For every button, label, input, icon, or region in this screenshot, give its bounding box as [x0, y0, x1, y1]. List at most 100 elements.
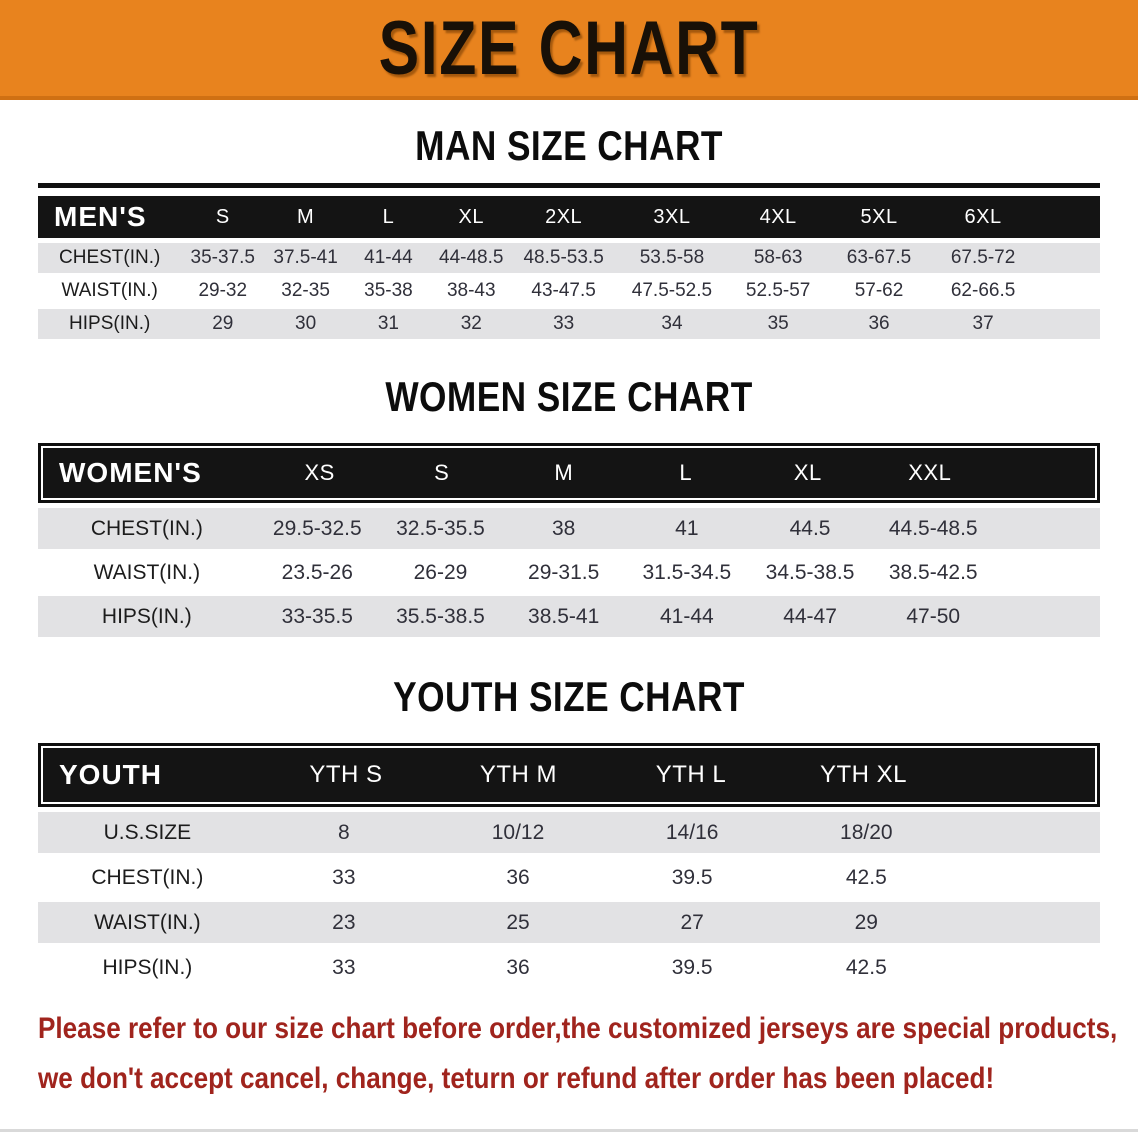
size-value-cell: 23.5-26 — [281, 560, 353, 584]
size-value-cell: 35-38 — [364, 280, 413, 301]
table-row: HIPS(IN.) 29 30 31 32 33 34 35 36 37 — [38, 309, 1100, 339]
size-column-header: M — [554, 460, 574, 485]
banner: SIZE CHART — [0, 0, 1138, 100]
men-section-title: MAN SIZE CHART — [415, 122, 723, 169]
size-column-header: L — [382, 205, 395, 228]
disclaimer-line-2: we don't accept cancel, change, teturn o… — [38, 1062, 995, 1095]
size-value-cell: 32.5-35.5 — [396, 516, 485, 540]
page-title: SIZE CHART — [378, 5, 760, 91]
size-chart-page: SIZE CHART MAN SIZE CHART MEN'S S M L XL 2XL 3… — [0, 0, 1138, 1095]
table-row: CHEST(IN.) 35-37.5 37.5-41 41-44 44-48.5 48.5… — [38, 243, 1100, 273]
table-row: HIPS(IN.) 33-35.5 35.5-38.5 38.5-41 41-44 44-… — [38, 596, 1100, 637]
size-value-cell: 34 — [661, 313, 683, 334]
size-value-cell: 47-50 — [906, 604, 961, 628]
size-value-cell: 14/16 — [665, 820, 719, 844]
size-value-cell: 52.5-57 — [745, 280, 811, 301]
size-value-cell: 38.5-42.5 — [888, 560, 978, 584]
size-value-cell: 47.5-52.5 — [631, 280, 713, 301]
size-value-cell: 39.5 — [671, 955, 713, 979]
size-value-cell: 41 — [675, 516, 699, 540]
table-row: WAIST(IN.) 23.5-26 26-29 29-31.5 31.5-34.5 34… — [38, 552, 1100, 593]
size-value-cell: 32-35 — [281, 280, 330, 301]
size-value-cell: 29 — [854, 910, 878, 934]
size-value-cell: 33 — [332, 865, 356, 889]
size-value-cell: 32 — [460, 313, 482, 334]
size-value-cell: 48.5-53.5 — [523, 247, 604, 268]
size-column-header: M — [297, 205, 315, 228]
women-size-table: WOMEN'S XS S M L XL XXL CHEST(IN.) 29.5-32.5 32.5… — [38, 443, 1100, 637]
row-label: CHEST(IN.) — [90, 516, 203, 540]
table-title-cell: WOMEN'S — [59, 457, 202, 488]
men-size-table: MEN'S S M L XL 2XL 3XL 4XL 5XL 6XL CHEST(IN.) 35-37… — [38, 196, 1100, 339]
size-column-header: XL — [793, 460, 822, 485]
row-label: WAIST(IN.) — [94, 910, 201, 934]
size-value-cell: 36 — [506, 955, 530, 979]
table-row: WAIST(IN.) 23 25 27 29 — [38, 902, 1100, 943]
size-column-header: L — [679, 460, 693, 485]
size-value-cell: 44.5 — [789, 516, 831, 540]
size-value-cell: 41-44 — [364, 247, 413, 268]
size-value-cell: 38-43 — [446, 280, 496, 301]
disclaimer-line-1: Please refer to our size chart before or… — [38, 1012, 1118, 1045]
size-value-cell: 8 — [338, 820, 350, 844]
size-value-cell: 44.5-48.5 — [888, 516, 978, 540]
table-header-row: YOUTH YTH S YTH M YTH L YTH XL — [43, 748, 1095, 802]
row-label: WAIST(IN.) — [93, 560, 201, 584]
table-row: WAIST(IN.) 29-32 32-35 35-38 38-43 43-47.5 47.… — [38, 276, 1100, 306]
row-label: HIPS(IN.) — [101, 604, 192, 628]
size-value-cell: 27 — [680, 910, 704, 934]
women-section-title: WOMEN SIZE CHART — [385, 373, 753, 420]
table-row: U.S.SIZE 8 10/12 14/16 18/20 — [38, 812, 1100, 853]
size-column-header: YTH L — [655, 761, 727, 788]
size-value-cell: 42.5 — [845, 865, 887, 889]
size-value-cell: 29.5-32.5 — [272, 516, 362, 540]
section-women: WOMEN SIZE CHART WOMEN'S XS S M L XL XXL CHEST(… — [0, 373, 1138, 637]
row-label: HIPS(IN.) — [102, 955, 193, 979]
size-value-cell: 30 — [295, 313, 317, 334]
size-column-header: XL — [458, 205, 484, 228]
size-column-header: S — [434, 460, 450, 485]
size-column-header: 6XL — [964, 205, 1002, 228]
row-label: CHEST(IN.) — [59, 247, 161, 268]
size-column-header: 3XL — [653, 205, 691, 228]
table-header-frame: YOUTH YTH S YTH M YTH L YTH XL — [38, 743, 1100, 807]
size-column-header: YTH M — [479, 761, 558, 788]
size-value-cell: 53.5-58 — [639, 247, 705, 268]
size-value-cell: 35-37.5 — [190, 247, 255, 268]
size-value-cell: 26-29 — [413, 560, 468, 584]
size-value-cell: 29-31.5 — [528, 560, 600, 584]
size-value-cell: 31.5-34.5 — [642, 560, 732, 584]
size-value-cell: 36 — [868, 313, 890, 334]
size-value-cell: 57-62 — [854, 280, 904, 301]
size-value-cell: 38.5-41 — [528, 604, 600, 628]
size-value-cell: 29 — [212, 313, 234, 334]
row-label: U.S.SIZE — [103, 820, 192, 844]
divider — [38, 183, 1100, 188]
row-label: HIPS(IN.) — [69, 313, 151, 334]
table-title-cell: MEN'S — [54, 201, 147, 232]
size-value-cell: 37 — [972, 313, 994, 334]
size-value-cell: 33 — [553, 313, 575, 334]
size-value-cell: 38 — [551, 516, 576, 540]
size-value-cell: 41-44 — [660, 604, 714, 628]
size-column-header: YTH S — [309, 761, 383, 788]
size-column-header: 5XL — [860, 205, 898, 228]
table-header-row: WOMEN'S XS S M L XL XXL — [43, 448, 1095, 498]
size-value-cell: 25 — [506, 910, 530, 934]
table-row: CHEST(IN.) 29.5-32.5 32.5-35.5 38 41 44.5 44.5… — [38, 508, 1100, 549]
table-row: CHEST(IN.) 33 36 39.5 42.5 — [38, 857, 1100, 898]
size-value-cell: 44-47 — [783, 604, 837, 628]
size-value-cell: 23 — [332, 910, 356, 934]
section-men: MAN SIZE CHART MEN'S S M L XL 2XL 3XL 4XL 5XL 6XL… — [0, 122, 1138, 339]
size-value-cell: 44-48.5 — [439, 247, 504, 268]
size-value-cell: 35.5-38.5 — [396, 604, 485, 628]
size-value-cell: 18/20 — [840, 820, 893, 844]
size-value-cell: 63-67.5 — [846, 247, 912, 268]
size-value-cell: 37.5-41 — [273, 247, 338, 268]
size-value-cell: 39.5 — [671, 865, 713, 889]
size-column-header: XS — [304, 460, 335, 485]
size-column-header: S — [215, 205, 230, 228]
size-value-cell: 33 — [332, 955, 356, 979]
table-row: HIPS(IN.) 33 36 39.5 42.5 — [38, 947, 1100, 988]
row-label: CHEST(IN.) — [91, 865, 204, 889]
